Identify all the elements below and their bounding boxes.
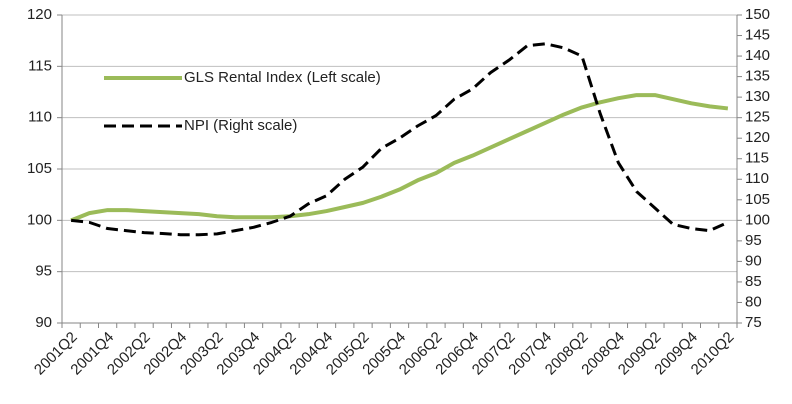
y2-tick-label: 120: [745, 129, 770, 146]
legend-label: NPI (Right scale): [184, 117, 297, 134]
y-tick-label: 105: [27, 160, 52, 177]
y-tick-label: 90: [35, 314, 52, 331]
series-line: [70, 93, 729, 223]
y2-tick-label: 135: [745, 68, 770, 85]
y2-tick-label: 125: [745, 109, 770, 126]
y2-tick-label: 130: [745, 88, 770, 105]
legend-label: GLS Rental Index (Left scale): [184, 69, 381, 86]
y2-tick-label: 140: [745, 47, 770, 64]
y-tick-label: 100: [27, 211, 52, 228]
y2-tick-label: 100: [745, 211, 770, 228]
y-tick-label: 110: [28, 109, 52, 126]
y2-tick-label: 80: [745, 293, 762, 310]
y-tick-label: 115: [28, 57, 52, 74]
y2-tick-label: 110: [745, 170, 769, 187]
y-tick-label: 95: [35, 263, 52, 280]
y2-tick-label: 75: [745, 314, 762, 331]
y2-tick-label: 90: [745, 252, 762, 269]
y2-tick-label: 145: [745, 27, 770, 44]
y-tick-label: 120: [27, 6, 52, 23]
series-line: [70, 42, 729, 237]
y2-tick-label: 105: [745, 191, 770, 208]
y2-tick-label: 85: [745, 273, 762, 290]
y2-tick-label: 95: [745, 232, 762, 249]
y2-tick-label: 150: [745, 6, 770, 23]
y2-tick-label: 115: [745, 150, 769, 167]
